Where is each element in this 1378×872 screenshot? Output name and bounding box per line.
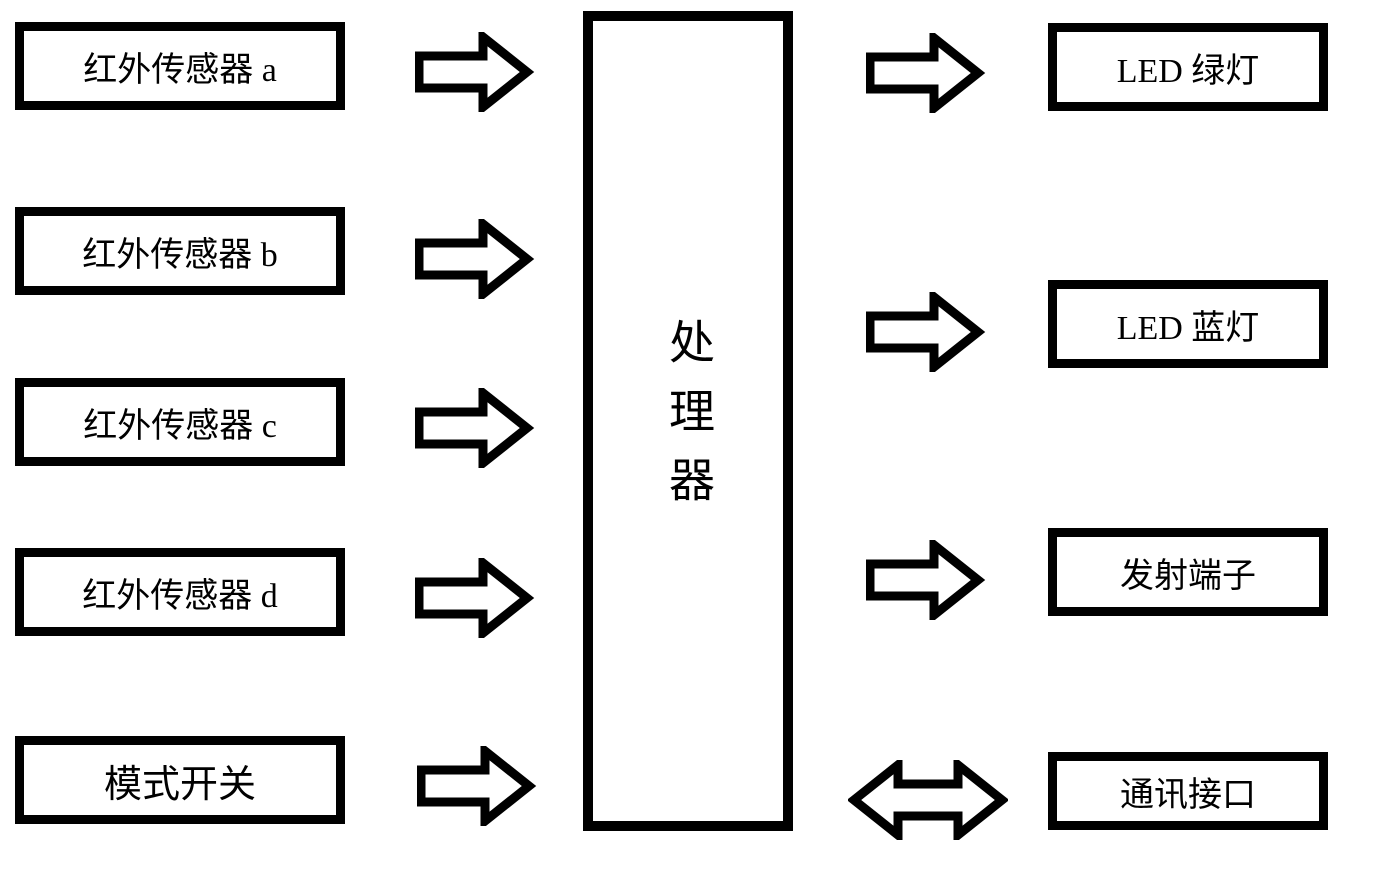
arrow-comm-port xyxy=(848,760,1008,840)
label-led-blue: LED 蓝灯 xyxy=(1117,300,1260,349)
arrow-mode-switch xyxy=(417,746,537,826)
label-tx-terminal: 发射端子 xyxy=(1120,548,1256,597)
label-mode-switch: 模式开关 xyxy=(104,753,256,808)
box-sensor-c: 红外传感器 c xyxy=(15,378,345,466)
arrow-sensor-a xyxy=(415,32,535,112)
box-led-green: LED 绿灯 xyxy=(1048,23,1328,111)
box-led-blue: LED 蓝灯 xyxy=(1048,280,1328,368)
arrow-sensor-b xyxy=(415,219,535,299)
label-processor: 处理器 xyxy=(655,318,721,525)
diagram-canvas: 红外传感器 a 红外传感器 b 红外传感器 c 红外传感器 d 模式开关 处理器… xyxy=(0,0,1378,872)
arrow-led-blue xyxy=(866,292,986,372)
arrow-tx-terminal xyxy=(866,540,986,620)
box-tx-terminal: 发射端子 xyxy=(1048,528,1328,616)
label-sensor-d: 红外传感器 d xyxy=(82,568,278,617)
arrow-sensor-d xyxy=(415,558,535,638)
label-comm-port: 通讯接口 xyxy=(1120,767,1256,816)
label-led-green: LED 绿灯 xyxy=(1117,43,1260,92)
box-processor: 处理器 xyxy=(583,11,793,831)
box-sensor-d: 红外传感器 d xyxy=(15,548,345,636)
box-sensor-b: 红外传感器 b xyxy=(15,207,345,295)
arrow-led-green xyxy=(866,33,986,113)
box-comm-port: 通讯接口 xyxy=(1048,752,1328,830)
arrow-sensor-c xyxy=(415,388,535,468)
label-sensor-c: 红外传感器 c xyxy=(83,398,277,447)
box-mode-switch: 模式开关 xyxy=(15,736,345,824)
box-sensor-a: 红外传感器 a xyxy=(15,22,345,110)
label-sensor-b: 红外传感器 b xyxy=(82,227,278,276)
label-sensor-a: 红外传感器 a xyxy=(83,42,277,91)
